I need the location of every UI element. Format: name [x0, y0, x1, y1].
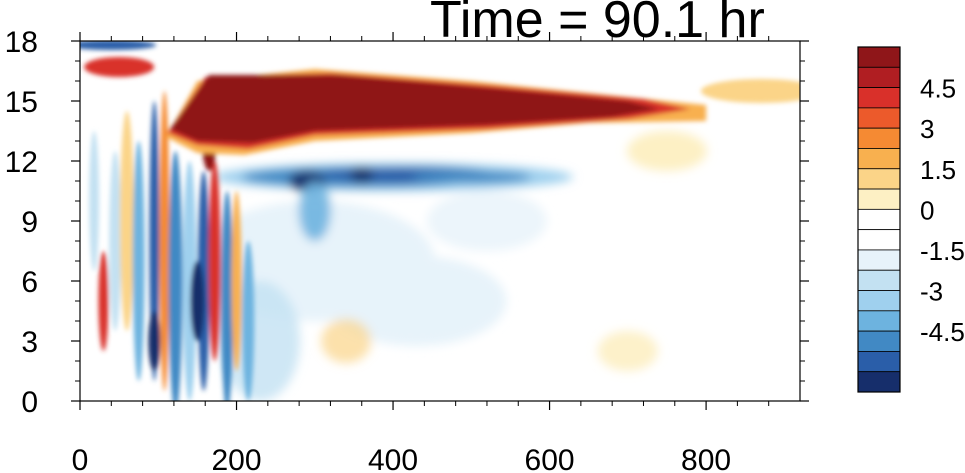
colorbar-swatch [857, 208, 901, 231]
negative-band [298, 181, 331, 241]
colorbar-swatch [857, 351, 901, 373]
convective-column [109, 151, 122, 331]
convective-column [221, 191, 234, 401]
colorbar-label: 3 [920, 114, 934, 144]
anomaly-blob [326, 256, 507, 346]
anomaly-blob [626, 131, 707, 171]
colorbar-swatch [857, 66, 901, 88]
x-tick-label: 0 [72, 444, 89, 473]
chart-title: Time = 90.1 hr [430, 0, 765, 49]
negative-patch [80, 41, 157, 50]
anomaly-blob [321, 319, 372, 363]
colorbar-swatch [857, 127, 901, 149]
y-tick-label: 15 [5, 86, 38, 119]
convective-column [168, 151, 183, 401]
negative-band [411, 171, 532, 183]
colorbar-swatch [857, 229, 901, 251]
convective-column [98, 251, 109, 351]
x-tick-label: 800 [681, 444, 731, 473]
anomaly-blob [426, 191, 547, 251]
colorbar-swatch [857, 148, 901, 170]
colorbar-label: 1.5 [920, 155, 956, 185]
positive-band [700, 79, 800, 103]
colorbar-label: 0 [920, 195, 934, 225]
positive-band [84, 57, 155, 77]
colorbar-label: -1.5 [920, 236, 965, 266]
colorbar-swatch [857, 87, 901, 109]
x-tick-label: 200 [211, 444, 261, 473]
colorbar-swatch [857, 330, 901, 352]
y-tick-label: 3 [21, 326, 38, 359]
colorbar-frame [857, 46, 901, 393]
colorbar-label: -4.5 [920, 317, 965, 347]
convective-column [190, 261, 205, 341]
convective-column [119, 111, 134, 331]
colorbar-swatch [857, 107, 901, 129]
axes: 0 200 400 600 800 0 3 6 9 12 15 18 [5, 26, 809, 473]
convective-column [132, 141, 145, 381]
heatmap-field [80, 41, 800, 401]
convective-column [242, 241, 255, 401]
colorbar-swatch [857, 188, 901, 210]
colorbar-label: -3 [920, 277, 943, 307]
y-tick-label: 0 [21, 386, 38, 419]
positive-band [170, 75, 660, 143]
colorbar-swatch [857, 371, 901, 393]
anomaly-blob [597, 331, 658, 371]
y-tick-label: 9 [21, 206, 38, 239]
colorbar-swatch [857, 310, 901, 332]
colorbar-swatch [857, 290, 901, 312]
colorbar-label: 4.5 [920, 74, 956, 104]
convective-column [89, 131, 100, 271]
convective-column [208, 161, 221, 361]
colorbar-swatch [857, 269, 901, 291]
x-tick-label: 600 [525, 444, 575, 473]
x-tick-label: 400 [368, 444, 418, 473]
colorbar-swatch [857, 249, 901, 271]
y-tick-label: 12 [5, 146, 38, 179]
convective-column [231, 191, 242, 371]
y-tick-label: 18 [5, 26, 38, 59]
convective-column [159, 91, 170, 391]
negative-band [349, 167, 374, 183]
colorbar-swatch [857, 168, 901, 190]
colorbar-swatch [857, 46, 901, 68]
y-tick-label: 6 [21, 266, 38, 299]
convective-column [148, 311, 161, 371]
convective-column [149, 101, 160, 381]
plot-area [79, 40, 801, 402]
colorbar: 4.5 3 1.5 0 -1.5 -3 -4.5 [857, 46, 965, 393]
convective-column [182, 161, 197, 401]
